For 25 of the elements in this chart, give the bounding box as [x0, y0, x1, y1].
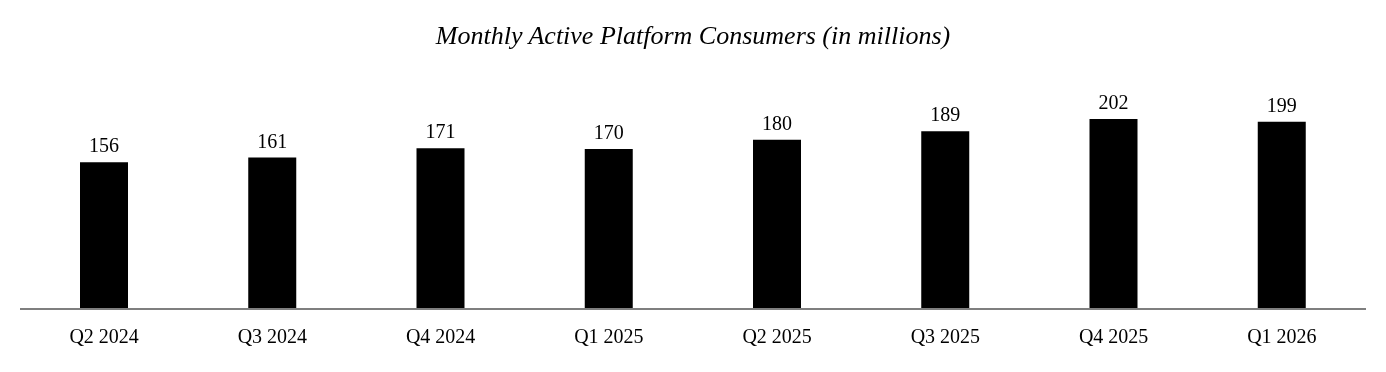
bar — [1257, 121, 1306, 309]
x-tick-label: Q1 2026 — [1247, 325, 1317, 348]
bar — [921, 131, 970, 309]
data-label: 180 — [762, 111, 792, 134]
bar — [753, 139, 801, 309]
data-label: 171 — [425, 120, 456, 143]
chart-title: Monthly Active Platform Consumers (in millions) — [434, 20, 952, 52]
bar — [1089, 119, 1138, 309]
bar — [416, 148, 465, 309]
x-tick-label: Q2 2025 — [742, 325, 812, 348]
bar — [248, 157, 297, 309]
x-tick-label: Q3 2024 — [237, 325, 308, 348]
bar — [80, 162, 128, 309]
x-tick-label: Q1 2025 — [574, 325, 644, 348]
data-label: 189 — [930, 103, 961, 126]
data-label: 156 — [89, 134, 119, 157]
x-tick-label: Q4 2024 — [405, 325, 476, 348]
data-label: 170 — [593, 121, 624, 144]
bar — [584, 149, 633, 309]
data-label: 199 — [1266, 93, 1297, 116]
x-tick-label: Q3 2025 — [910, 325, 981, 348]
data-label: 161 — [257, 129, 288, 152]
x-tick-label: Q2 2024 — [69, 325, 139, 348]
data-label: 202 — [1098, 91, 1129, 113]
x-tick-label: Q4 2025 — [1078, 325, 1149, 348]
